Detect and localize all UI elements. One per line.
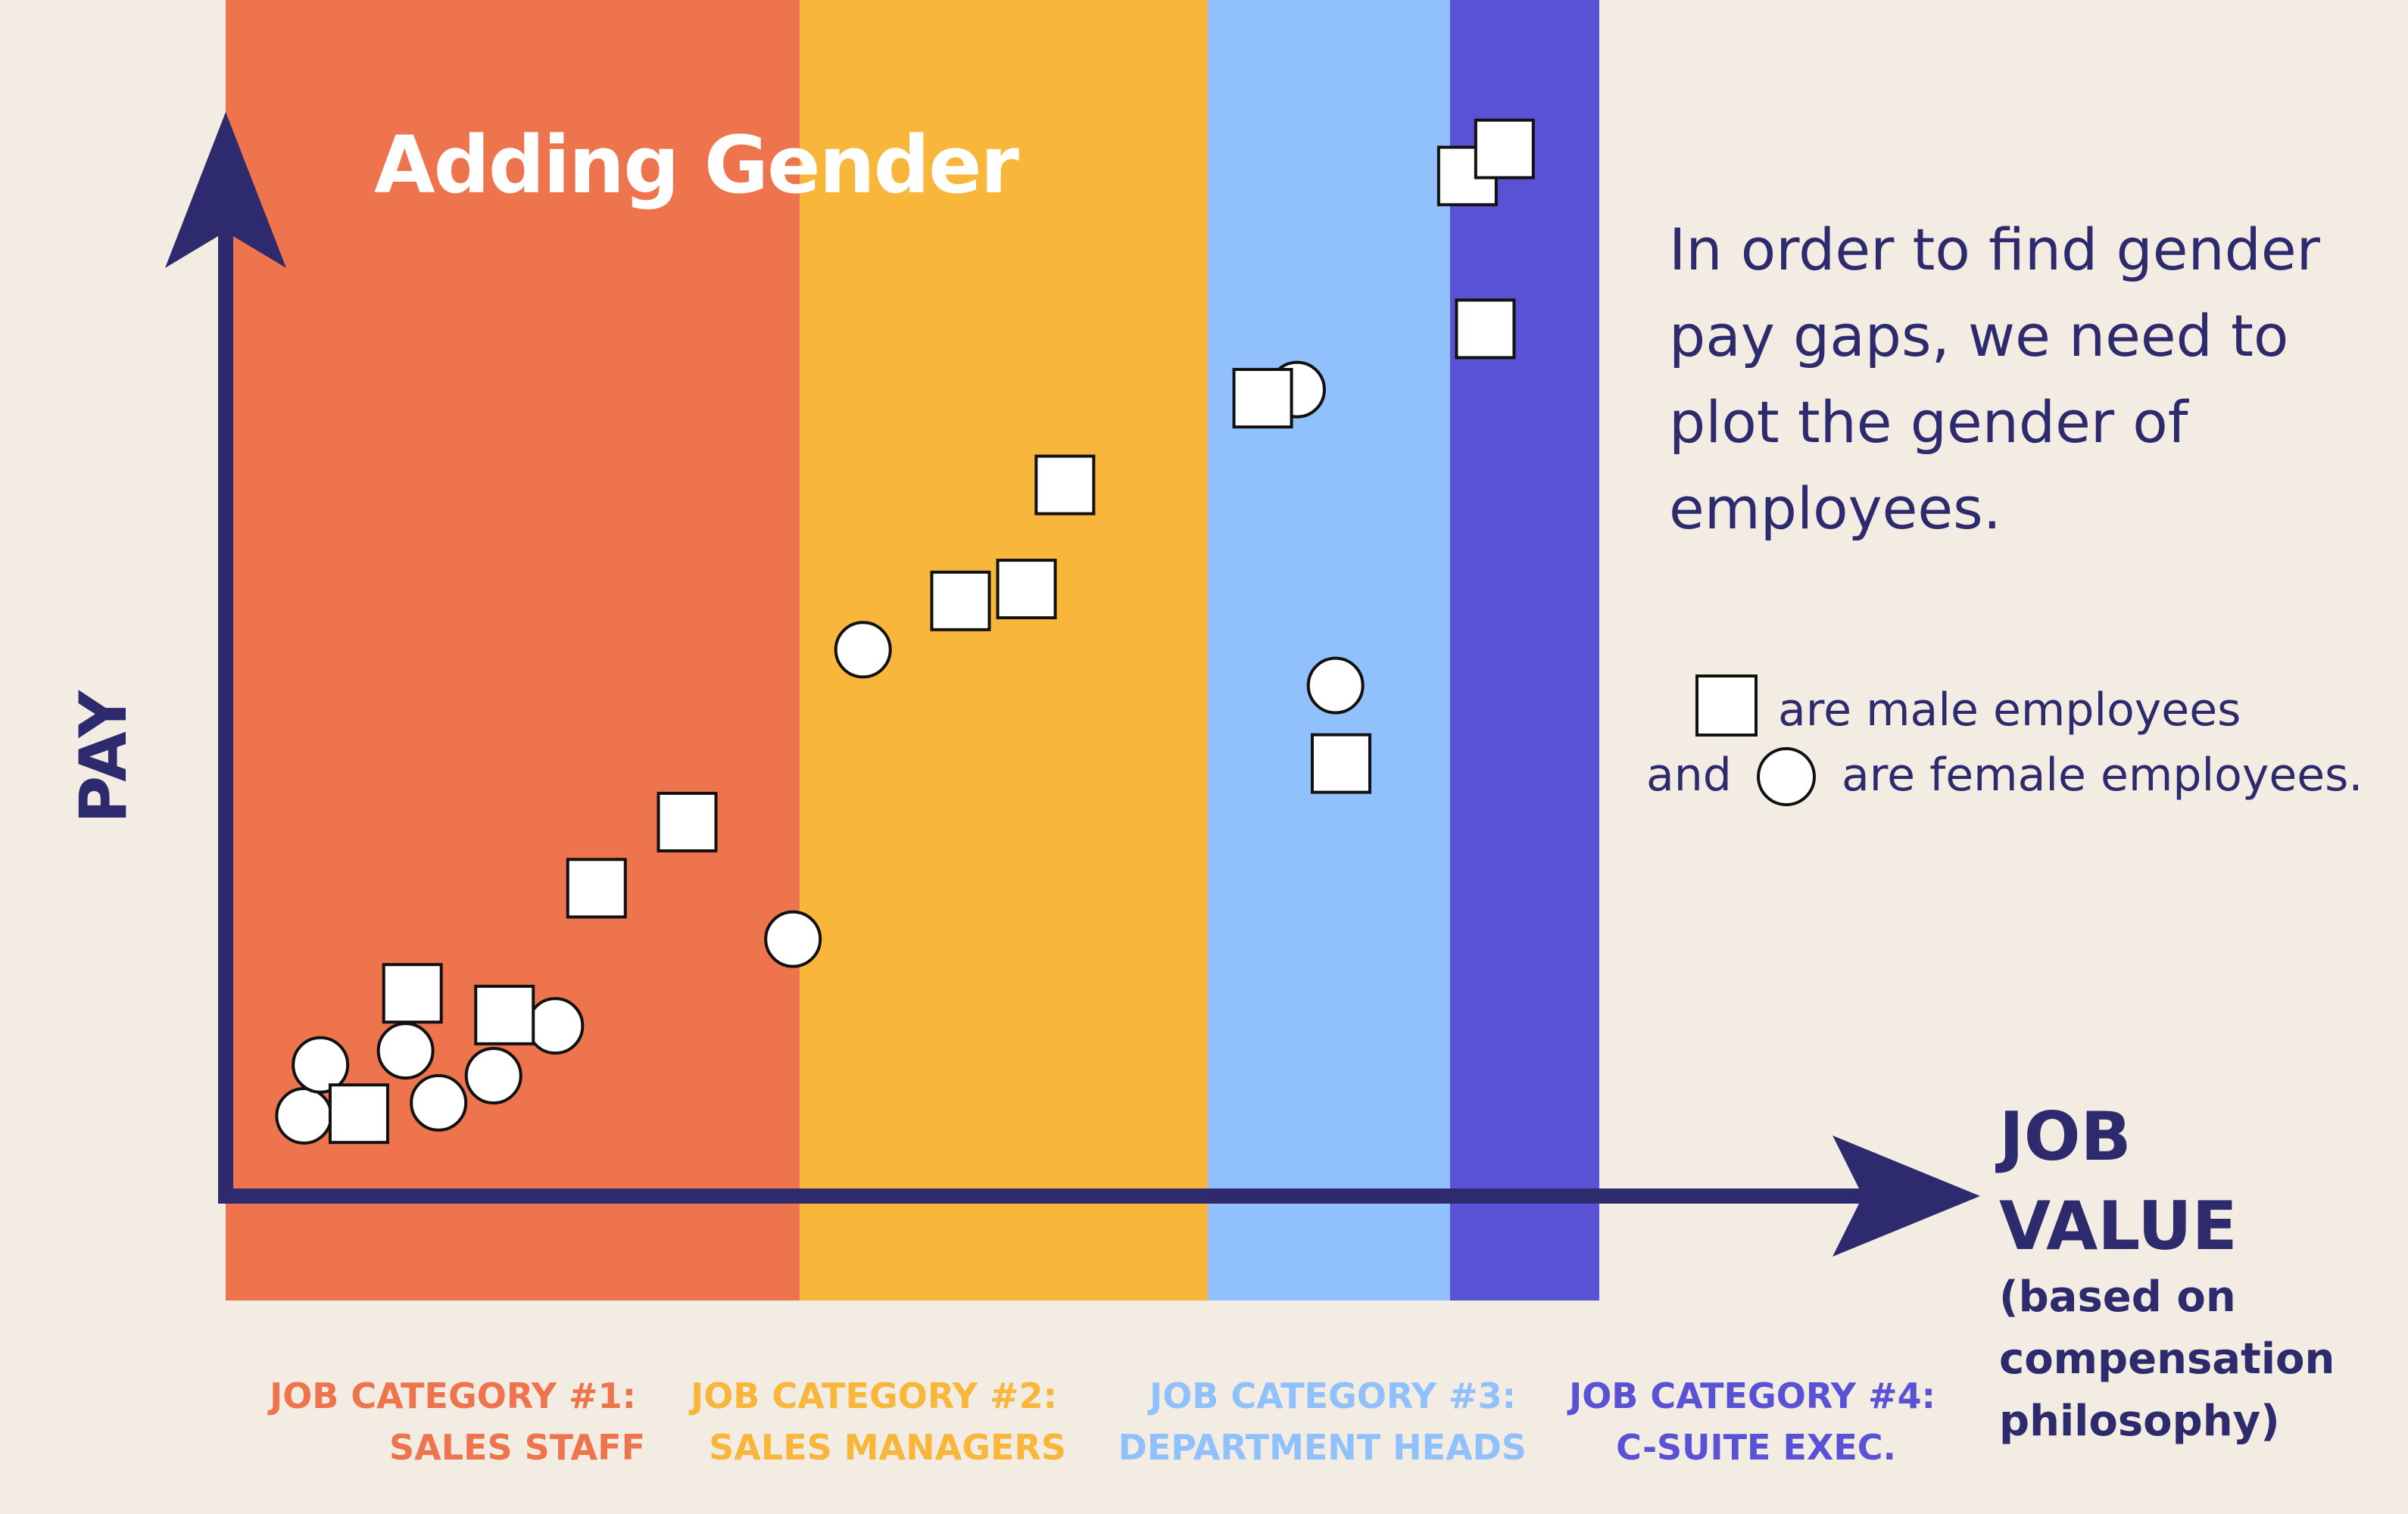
legend-male-text: are male employees xyxy=(1778,684,2241,737)
male-employee-point-9 xyxy=(1232,368,1293,429)
female-employee-point-1 xyxy=(275,1087,333,1145)
female-employee-point-3 xyxy=(376,1022,435,1080)
male-employee-point-7 xyxy=(996,559,1057,620)
note-line2: pay gaps, we need to xyxy=(1669,302,2288,369)
female-employee-point-5 xyxy=(464,1047,522,1105)
legend-female-circle-icon xyxy=(1757,747,1816,806)
category-2-label-line2: SALES MANAGERS xyxy=(709,1427,1066,1468)
male-employee-point-12 xyxy=(1474,118,1535,179)
category-4-label-line2: C-SUITE EXEC. xyxy=(1616,1427,1896,1468)
x-axis-label-line3: (based on xyxy=(1999,1273,2236,1322)
note-line1: In order to find gender xyxy=(1669,216,2321,283)
legend-female-text: are female employees. xyxy=(1842,749,2363,802)
x-axis-arrowhead xyxy=(1833,1136,1980,1257)
male-employee-point-2 xyxy=(382,963,443,1024)
x-axis-label-line2: VALUE xyxy=(1999,1187,2238,1265)
male-employee-point-8 xyxy=(1034,454,1096,516)
category-4-label-line1: JOB CATEGORY #4: xyxy=(1567,1375,1935,1416)
male-employee-point-4 xyxy=(566,858,627,919)
explanation-note: In order to find gender pay gaps, we nee… xyxy=(1669,216,2321,542)
category-3-label-line1: JOB CATEGORY #3: xyxy=(1147,1375,1516,1416)
x-axis-label: JOB VALUE (based on compensation philoso… xyxy=(1995,1098,2335,1446)
male-employee-point-13 xyxy=(1455,298,1516,360)
female-employee-point-2 xyxy=(292,1036,350,1094)
male-employee-point-3 xyxy=(474,984,535,1045)
female-employee-point-8 xyxy=(834,621,892,679)
y-axis-label: PAY xyxy=(66,689,142,823)
category-1-label-line1: JOB CATEGORY #1: xyxy=(267,1375,636,1416)
female-employee-point-6 xyxy=(526,997,585,1055)
note-line3: plot the gender of xyxy=(1669,388,2190,456)
female-employee-point-7 xyxy=(764,910,822,968)
category-bands xyxy=(226,0,1599,1301)
category-3-label-line2: DEPARTMENT HEADS xyxy=(1118,1427,1527,1468)
x-axis-label-line4: compensation xyxy=(1999,1335,2335,1384)
note-line4: employees. xyxy=(1669,475,2001,542)
legend-and-text: and xyxy=(1646,749,1732,802)
chart-title: Adding Gender xyxy=(374,119,1019,211)
female-employee-point-4 xyxy=(410,1073,468,1132)
category-2-label-line1: JOB CATEGORY #2: xyxy=(688,1375,1057,1416)
x-axis-label-line1: JOB xyxy=(1995,1098,2132,1176)
legend-male-square-icon xyxy=(1695,674,1758,737)
y-axis-arrowhead xyxy=(165,112,286,268)
category-1-label-line2: SALES STAFF xyxy=(389,1427,645,1468)
female-employee-point-10 xyxy=(1306,656,1365,715)
category-labels: JOB CATEGORY #1: SALES STAFF JOB CATEGOR… xyxy=(267,1375,1935,1468)
male-employee-point-5 xyxy=(657,791,718,852)
category-band-4 xyxy=(1450,0,1599,1301)
legend: are male employees and are female employ… xyxy=(1646,674,2363,806)
x-axis-label-line5: philosophy) xyxy=(1999,1397,2280,1446)
male-employee-point-10 xyxy=(1310,733,1371,794)
data-marks xyxy=(275,118,1535,1145)
male-employee-point-6 xyxy=(930,570,991,631)
male-employee-point-1 xyxy=(328,1083,389,1145)
category-band-3 xyxy=(1208,0,1450,1301)
